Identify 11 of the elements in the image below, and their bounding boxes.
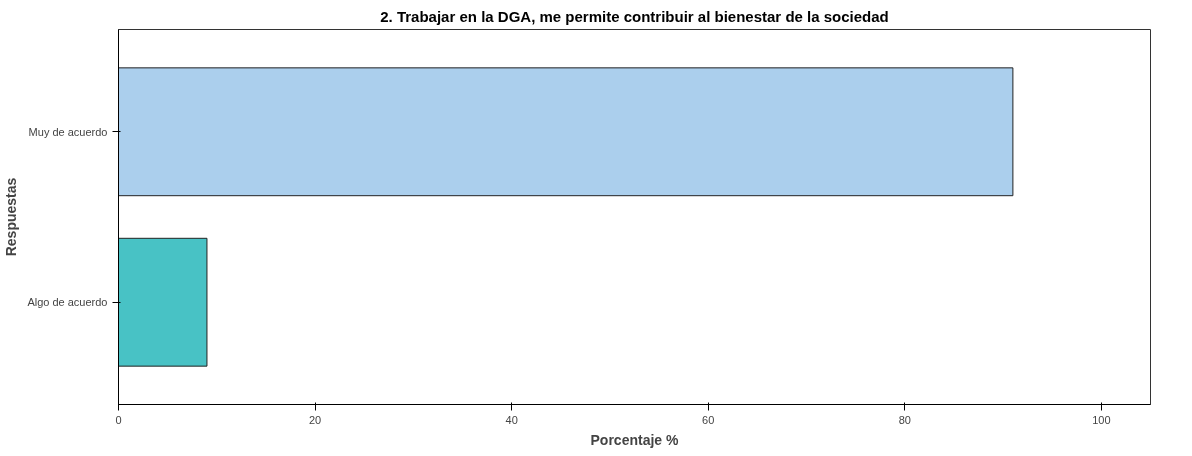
y-axis-title: Respuestas <box>3 177 20 257</box>
y-tick-label: Muy de acuerdo <box>28 125 108 138</box>
x-tick-label: 0 <box>115 413 122 426</box>
y-tick-label: Algo de acuerdo <box>27 296 108 309</box>
chart-title: 2. Trabajar en la DGA, me permite contribuir al bienestar de la sociedad <box>380 7 889 25</box>
x-tick-label: 20 <box>308 413 322 426</box>
x-tick-label: 100 <box>1092 413 1111 426</box>
x-axis-title: Porcentaje % <box>590 431 680 448</box>
x-tick-label: 40 <box>505 413 518 426</box>
x-tick-label: 80 <box>898 413 911 426</box>
x-tick-label: 60 <box>702 413 715 426</box>
